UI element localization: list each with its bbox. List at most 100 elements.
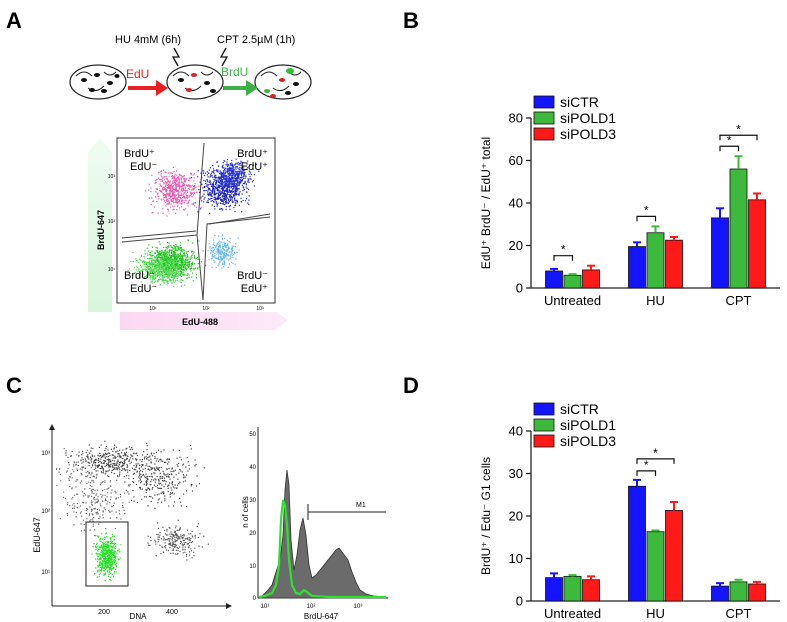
cytometry-dot	[225, 182, 227, 185]
cytometry-dot	[157, 502, 159, 504]
cytometry-dot	[183, 493, 185, 495]
cytometry-dot	[163, 477, 165, 479]
cytometry-dot	[170, 276, 172, 278]
cytometry-dot	[221, 246, 224, 248]
cytometry-dot	[162, 193, 164, 195]
cytometry-dot	[219, 245, 221, 248]
cytometry-dot	[96, 508, 98, 511]
cytometry-dot	[154, 180, 156, 182]
cytometry-dot	[225, 181, 227, 183]
cytometry-dot	[209, 198, 211, 200]
cytometry-dot	[156, 522, 159, 524]
cytometry-dot	[102, 560, 104, 562]
cytometry-dot	[207, 200, 209, 202]
cytometry-dot	[93, 468, 95, 471]
cytometry-dot	[228, 193, 230, 195]
cytometry-dot	[171, 533, 173, 535]
cytometry-dot	[242, 182, 244, 184]
cytometry-dot	[123, 468, 125, 470]
cytometry-dot	[218, 185, 220, 187]
cytometry-dot	[143, 260, 145, 262]
cytometry-dot	[243, 183, 246, 185]
cytometry-dot	[148, 183, 150, 185]
cytometry-dot	[161, 254, 163, 256]
cytometry-dot	[160, 254, 162, 256]
cytometry-dot	[239, 167, 241, 169]
cytometry-dot	[223, 199, 225, 201]
cytometry-dot	[127, 484, 130, 486]
cytometry-dot	[166, 271, 168, 273]
cytometry-dot	[155, 541, 157, 543]
cytometry-dot	[140, 480, 143, 482]
edu-arrow-label: EdU	[126, 67, 149, 81]
cytometry-dot	[140, 255, 143, 257]
cytometry-dot	[170, 249, 172, 251]
cytometry-dot	[136, 458, 138, 460]
cytometry-dot	[105, 545, 107, 547]
cytometry-dot	[172, 209, 174, 211]
cytometry-dot	[225, 203, 227, 205]
cytometry-dot	[68, 464, 70, 466]
cytometry-dot	[184, 259, 186, 261]
cytometry-dot	[226, 181, 228, 183]
cytometry-dot	[111, 561, 113, 563]
cytometry-dot	[110, 545, 112, 548]
cytometry-dot	[107, 470, 109, 472]
cytometry-dot	[148, 488, 151, 490]
cytometry-dot	[113, 567, 115, 569]
legend-swatch-sipold1	[533, 111, 555, 125]
cytometry-dot	[253, 174, 255, 176]
cytometry-dot	[88, 471, 90, 474]
cytometry-dot	[174, 246, 176, 248]
cytometry-dot	[168, 461, 170, 463]
cytometry-dot	[103, 550, 105, 552]
cytometry-dot	[90, 489, 92, 491]
cytometry-dot	[225, 253, 228, 256]
cytometry-dot	[220, 180, 222, 182]
cytometry-dot	[77, 464, 79, 467]
cytometry-dot	[173, 180, 175, 182]
cytometry-dot	[222, 167, 224, 169]
cytometry-dot	[151, 488, 153, 490]
cytometry-dot	[243, 174, 245, 176]
cytometry-dot	[107, 545, 109, 547]
cytometry-dot	[159, 265, 161, 267]
cytometry-dot	[188, 260, 190, 262]
cytometry-dot	[138, 468, 141, 470]
cytometry-dot	[181, 536, 183, 539]
cytometry-dot	[214, 189, 216, 191]
cytometry-dot	[163, 198, 165, 200]
cytometry-dot	[186, 554, 188, 556]
cytometry-dot	[99, 559, 101, 561]
cytometry-dot	[223, 245, 226, 247]
cytometry-dot	[180, 206, 183, 208]
cytometry-dot	[103, 564, 105, 566]
cytometry-dot	[229, 173, 231, 175]
cytometry-dot	[221, 180, 223, 182]
cytometry-dot	[149, 278, 151, 280]
cytometry-dot	[148, 260, 150, 262]
cytometry-dot	[207, 250, 209, 252]
cytometry-dot	[241, 178, 244, 181]
cytometry-dot	[238, 176, 240, 178]
cytometry-dot	[109, 464, 111, 466]
cytometry-dot	[164, 256, 166, 258]
cytometry-dot	[189, 258, 191, 260]
cytometry-dot	[185, 178, 187, 180]
cytometry-dot	[112, 546, 114, 548]
cytometry-dot	[234, 194, 236, 196]
cytometry-dot	[149, 455, 151, 457]
cytometry-dot	[59, 473, 61, 476]
cytometry-dot	[98, 570, 100, 572]
cytometry-dot	[233, 183, 235, 185]
cytometry-dot	[234, 180, 237, 182]
cytometry-dot	[102, 494, 104, 496]
cytometry-dot	[189, 541, 191, 543]
cytometry-dot	[172, 269, 175, 271]
cytometry-dot	[178, 183, 180, 185]
cytometry-dot	[169, 543, 171, 545]
cytometry-dot	[190, 444, 192, 446]
cytometry-dot	[154, 494, 156, 496]
cytometry-dot	[139, 258, 141, 260]
cytometry-dot	[109, 560, 111, 562]
